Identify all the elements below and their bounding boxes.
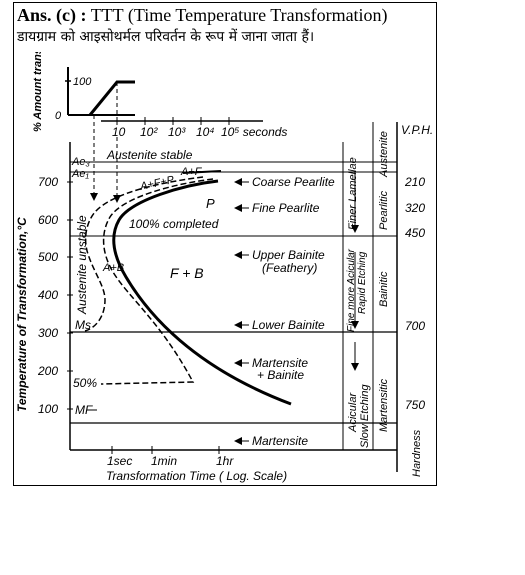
- martensitic-column-label: Martensitic: [378, 378, 390, 432]
- top-plot-ytick-0: 0: [55, 110, 62, 122]
- vph-210: 210: [404, 175, 425, 189]
- vph-320: 320: [405, 201, 425, 215]
- fifty-percent-label: 50%: [73, 376, 97, 390]
- start-curve: [84, 176, 204, 332]
- fifty-percent-curve: [100, 178, 214, 385]
- ytick-200: 200: [37, 364, 58, 378]
- top-plot-ytick-100: 100: [73, 76, 92, 88]
- vph-450: 450: [405, 226, 425, 240]
- xtick-1hr: 1hr: [216, 454, 234, 468]
- top-plot-ylabel: % Amount transformed: [32, 52, 44, 132]
- fine-pearlite-label: Fine Pearlite: [252, 201, 320, 215]
- feathery-label: (Feathery): [262, 261, 317, 275]
- main-ylabel: Temperature of Transformation,°C: [15, 217, 29, 412]
- bainitic-column-label: Bainitic: [378, 271, 390, 307]
- transformation-curve: [88, 80, 135, 116]
- ytick-500: 500: [38, 250, 58, 264]
- ytick-700: 700: [38, 175, 58, 189]
- ms-label: Ms: [75, 318, 91, 332]
- hardness-label: Hardness: [411, 429, 423, 477]
- mf-label: MF: [75, 403, 93, 417]
- hindi-text: डायग्राम को आइसोथर्मल परिवर्तन के रूप मे…: [17, 29, 315, 45]
- f-plus-b-label: F + B: [170, 265, 204, 281]
- ytick-400: 400: [38, 288, 58, 302]
- answer-heading: Ans. (c) : TTT (Time Temperature Transfo…: [17, 4, 437, 26]
- ae3-label: Ae₃: [71, 156, 90, 168]
- coarse-pearlite-label: Coarse Pearlite: [252, 175, 335, 189]
- answer-label: Ans. (c) :: [17, 5, 87, 25]
- time-tick-10-4: 10⁴: [196, 125, 215, 139]
- hundred-completed-label: 100% completed: [129, 217, 219, 231]
- austenite-column-label: Austenite: [378, 131, 390, 178]
- time-tick-10: 10: [112, 125, 126, 139]
- ytick-100: 100: [38, 402, 58, 416]
- answer-text: TTT (Time Temperature Transformation): [90, 5, 388, 25]
- upper-bainite-label: Upper Bainite: [252, 248, 325, 262]
- xtick-1min: 1min: [151, 454, 177, 468]
- main-xlabel: Transformation Time ( Log. Scale): [106, 469, 287, 483]
- lower-bainite-label: Lower Bainite: [252, 318, 325, 332]
- martensite-bainite-label-2: + Bainite: [257, 368, 304, 382]
- time-tick-10-5: 10⁵ seconds: [221, 125, 287, 139]
- martensite-label: Martensite: [252, 434, 308, 448]
- y-ticks: 700 600 500 400 300 200 100: [37, 175, 73, 416]
- finer-lamellae-label: Finer Lamellae: [347, 157, 359, 230]
- p-region-label: P: [206, 196, 215, 211]
- martensite-bainite-label-1: Martensite: [252, 356, 308, 370]
- rapid-etching-label: Rapid Etching: [357, 251, 368, 314]
- austenite-stable-label: Austenite stable: [106, 148, 193, 162]
- xtick-1sec: 1sec: [107, 454, 132, 468]
- ytick-600: 600: [38, 213, 58, 227]
- fine-more-acicular-label: Fine more Acicular: [346, 248, 357, 332]
- finish-curve: [112, 179, 292, 406]
- vph-750: 750: [405, 398, 425, 412]
- acicular-label: Acicular: [347, 392, 359, 433]
- ae1-label: Ae₁: [71, 168, 89, 180]
- vph-700: 700: [405, 319, 425, 333]
- ytick-300: 300: [38, 326, 58, 340]
- slow-etching-label: Slow Etching: [359, 384, 371, 448]
- content-frame: [13, 2, 437, 486]
- ttt-diagram: % Amount transformed 100 0 10 10² 10³ 10…: [15, 52, 433, 483]
- time-tick-10-2: 10²: [140, 125, 158, 139]
- pearlitic-column-label: Pearlitic: [378, 190, 390, 230]
- time-tick-10-3: 10³: [168, 125, 186, 139]
- vph-header: V.P.H.: [401, 123, 433, 137]
